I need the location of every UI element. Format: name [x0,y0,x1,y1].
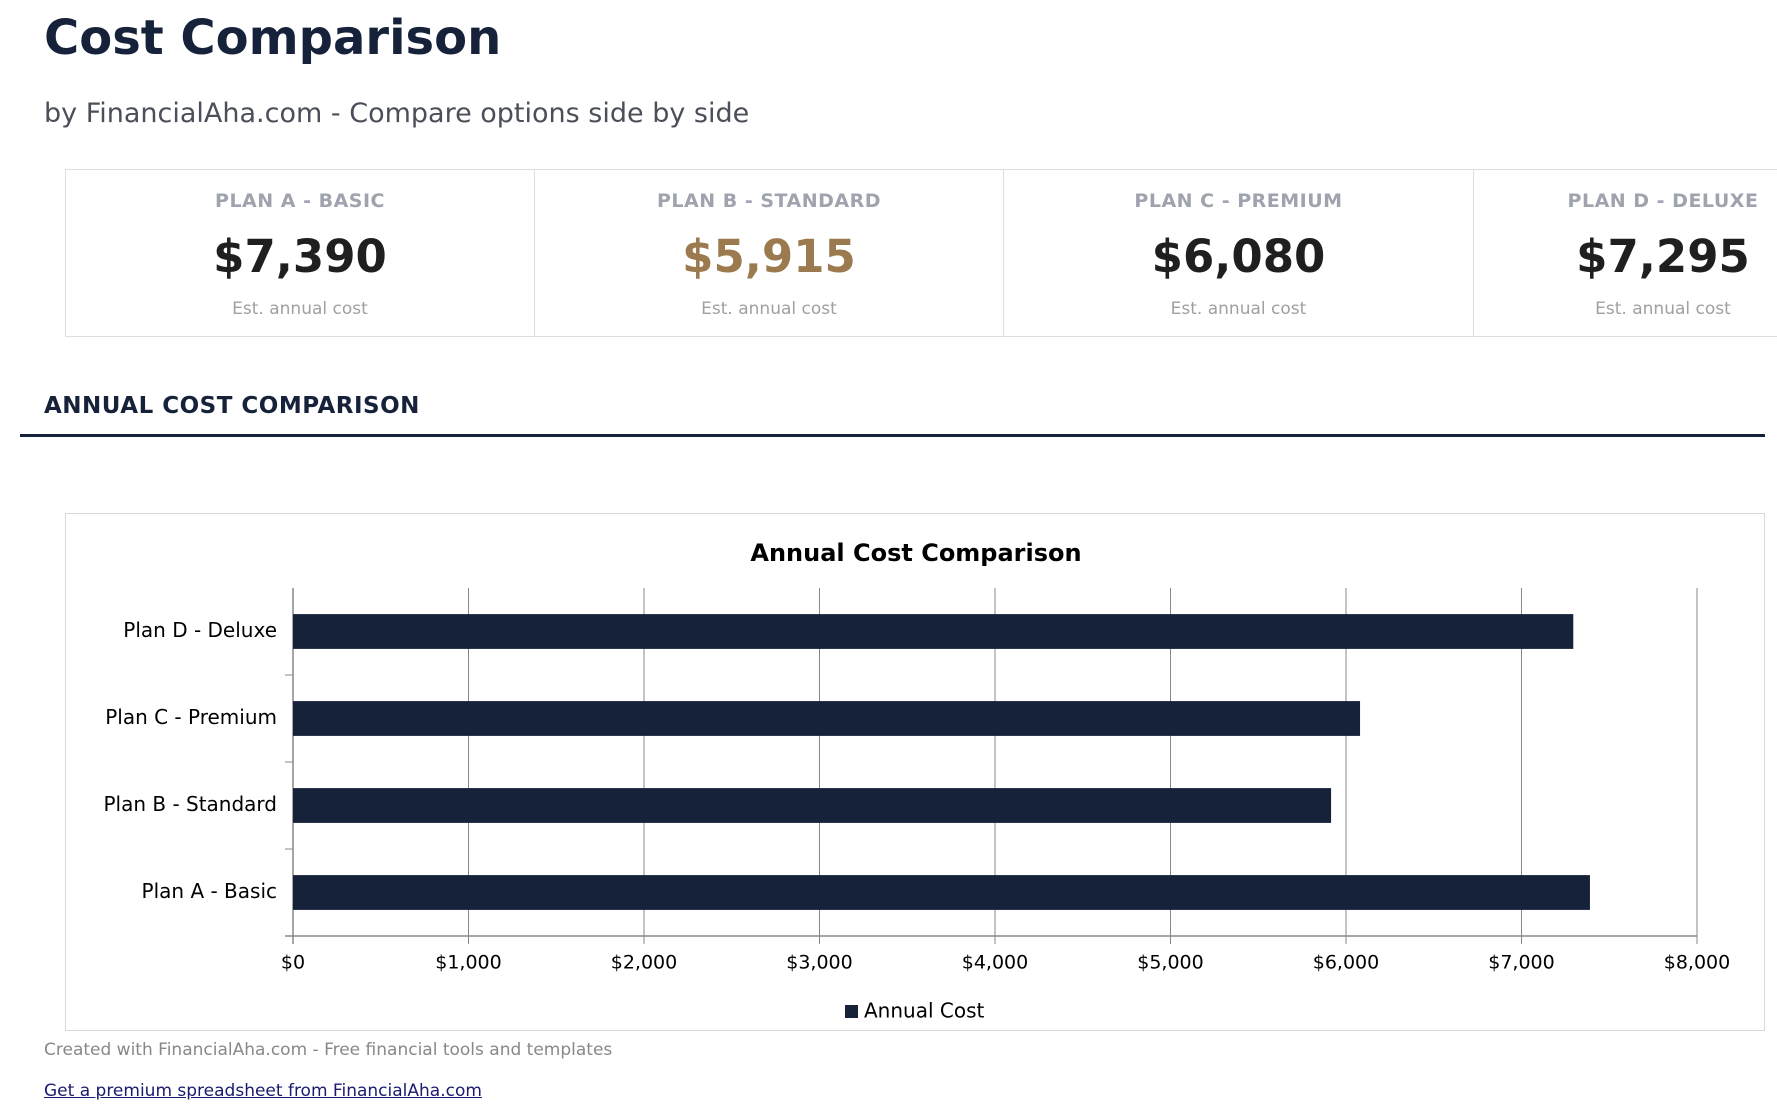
x-tick-label: $1,000 [435,952,501,974]
card-label: PLAN C - PREMIUM [1134,190,1343,212]
bar [293,875,1590,910]
x-tick-label: $6,000 [1313,952,1379,974]
x-tick-label: $4,000 [962,952,1028,974]
bar [293,701,1361,736]
card-value: $7,295 [1576,230,1750,283]
plan-card: PLAN D - DELUXE $7,295 Est. annual cost [1473,169,1777,337]
card-note: Est. annual cost [1170,299,1307,319]
plan-card: PLAN B - STANDARD $5,915 Est. annual cost [534,169,1004,337]
plan-card: PLAN A - BASIC $7,390 Est. annual cost [65,169,535,337]
bar [293,788,1332,823]
x-tick-label: $8,000 [1664,952,1730,974]
section-rule [20,434,1765,437]
card-value: $5,915 [682,230,856,283]
y-tick-label: Plan B - Standard [103,792,277,816]
chart: Annual Cost Comparison $0 $1,000 $2,000 $3,… [65,513,1765,1031]
card-label: PLAN A - BASIC [215,190,385,212]
section-title: ANNUAL COST COMPARISON [44,393,420,419]
bar [293,614,1574,649]
legend-label: Annual Cost [864,999,985,1023]
y-tick-label: Plan C - Premium [105,705,277,729]
card-value: $7,390 [213,230,387,283]
card-note: Est. annual cost [1595,299,1731,319]
premium-link[interactable]: Get a premium spreadsheet from Financial… [44,1081,482,1101]
chart-title: Annual Cost Comparison [750,539,1081,567]
x-tick-label: $0 [281,952,305,974]
x-tick-label: $3,000 [786,952,852,974]
y-tick-label: Plan A - Basic [142,879,277,903]
card-value: $6,080 [1151,230,1326,283]
page-title: Cost Comparison [44,10,502,66]
x-tick-label: $2,000 [611,952,677,974]
plan-card: PLAN C - PREMIUM $6,080 Est. annual cost [1003,169,1474,337]
card-label: PLAN B - STANDARD [656,190,881,212]
legend-swatch [845,1005,858,1018]
x-tick-label: $7,000 [1488,952,1554,974]
card-note: Est. annual cost [232,299,368,319]
x-tick-label: $5,000 [1137,952,1203,974]
subtitle: by FinancialAha.com - Compare options si… [44,98,750,129]
card-label: PLAN D - DELUXE [1567,190,1759,212]
card-note: Est. annual cost [701,299,837,319]
y-tick-label: Plan D - Deluxe [123,618,277,642]
footer-credit: Created with FinancialAha.com - Free fin… [44,1040,613,1060]
